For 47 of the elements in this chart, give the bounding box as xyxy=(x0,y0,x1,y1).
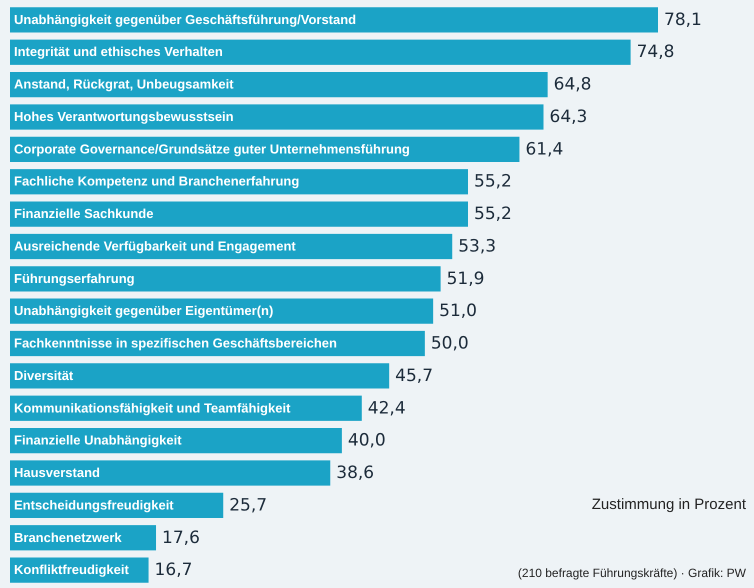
data-label: 55,2 xyxy=(474,204,512,224)
data-label: 74,8 xyxy=(636,42,674,62)
y-tick-label: Entscheidungsfreudigkeit xyxy=(14,497,174,512)
bar xyxy=(10,428,342,454)
bar xyxy=(10,72,548,98)
y-tick-label: Hohes Verantwortungsbewusstsein xyxy=(14,108,234,124)
y-tick-label: Finanzielle Sachkunde xyxy=(14,206,154,222)
data-label: 17,6 xyxy=(162,528,200,548)
bar xyxy=(10,363,390,389)
y-tick-label: Führungserfahrung xyxy=(14,270,135,286)
y-tick-label: Kommunikationsfähigkeit und Teamfähigkeit xyxy=(14,400,292,416)
y-tick-label: Anstand, Rückgrat, Unbeugsamkeit xyxy=(14,76,234,92)
annotation: Zustimmung in Prozent xyxy=(592,496,746,513)
bar xyxy=(10,104,544,130)
data-label: 51,0 xyxy=(439,301,478,322)
y-tick-label: Unabhängigkeit gegenüber Geschäftsführung/Vorstand xyxy=(14,12,356,27)
y-tick-label: Fachkenntnisse in spezifischen Geschäftsbereichen xyxy=(14,336,337,351)
data-label: 42,4 xyxy=(368,398,406,418)
annotation: (210 befragte Führungskräfte) · Grafik: PW xyxy=(518,566,746,580)
data-label: 78,1 xyxy=(664,10,702,30)
bar xyxy=(10,460,330,486)
y-tick-label: Integrität und ethisches Verhalten xyxy=(14,44,223,60)
data-label: 61,4 xyxy=(525,139,564,160)
y-tick-label: Hausverstand xyxy=(14,465,100,480)
bar xyxy=(10,201,468,227)
data-label: 38,6 xyxy=(336,463,374,484)
y-tick-label: Corporate Governance/Grundsätze guter Unternehmensführung xyxy=(14,141,410,156)
data-label: 55,2 xyxy=(474,172,512,192)
data-label: 64,3 xyxy=(550,106,588,127)
data-label: 50,0 xyxy=(430,334,469,354)
bar xyxy=(10,7,658,32)
y-tick-label: Finanzielle Unabhängigkeit xyxy=(14,432,182,448)
y-tick-label: Diversität xyxy=(14,368,74,383)
y-tick-label: Unabhängigkeit gegenüber Eigentümer(n) xyxy=(14,303,274,318)
y-tick-label: Konfliktfreudigkeit xyxy=(14,562,130,578)
y-tick-label: Branchenetzwerk xyxy=(14,530,122,545)
y-tick-label: Fachliche Kompetenz und Branchenerfahrung xyxy=(14,174,300,189)
data-label: 40,0 xyxy=(348,430,386,451)
bar xyxy=(10,266,441,292)
data-label: 53,3 xyxy=(458,236,496,256)
data-label: 25,7 xyxy=(229,495,268,516)
y-tick-label: Ausreichende Verfügbarkeit und Engagement xyxy=(14,238,296,254)
data-label: 64,8 xyxy=(554,74,592,95)
data-label: 45,7 xyxy=(395,366,434,386)
data-label: 51,9 xyxy=(446,268,484,289)
bar xyxy=(10,40,631,65)
data-label: 16,7 xyxy=(154,560,192,580)
